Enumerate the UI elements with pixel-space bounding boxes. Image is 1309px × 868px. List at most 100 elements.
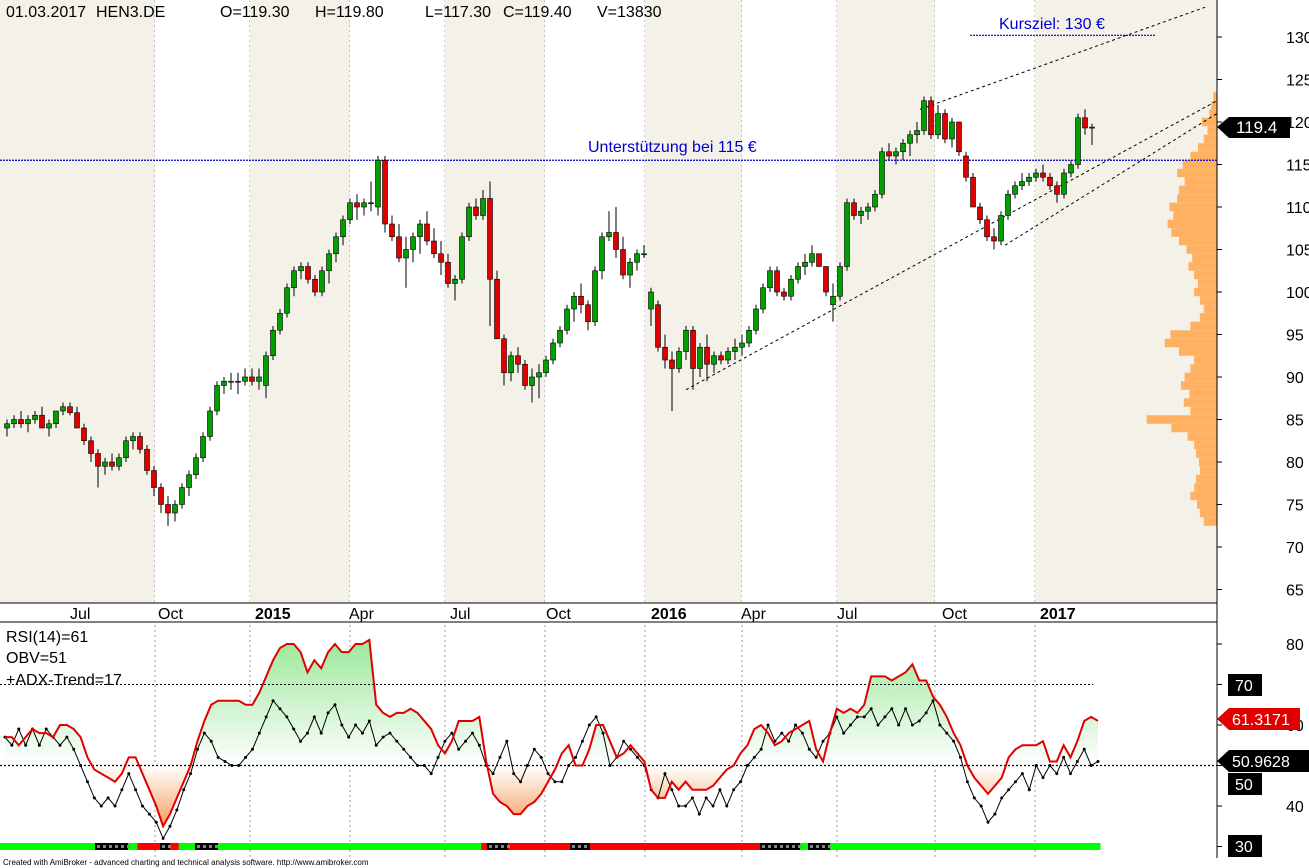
trend-segment: [605, 843, 613, 850]
obv-point: [477, 743, 481, 747]
trend-segment: [364, 843, 372, 850]
candle: [760, 283, 766, 314]
candle-body: [823, 266, 829, 293]
obv-point: [409, 755, 413, 759]
candle: [319, 266, 325, 297]
trend-segment: [61, 843, 70, 850]
indicator-tick-label: 80: [1286, 637, 1304, 654]
candle-body: [921, 100, 927, 131]
candle-body: [802, 261, 808, 267]
candle: [53, 410, 59, 428]
candle: [354, 194, 360, 220]
last-price-badge: 119.4: [1217, 117, 1290, 138]
obv-point: [560, 780, 564, 784]
obv-point: [244, 755, 248, 759]
candle-body: [900, 142, 906, 153]
candle-body: [564, 308, 570, 331]
trend-dot: [489, 845, 492, 848]
candle: [249, 368, 255, 386]
axis-strip: [0, 603, 1217, 622]
candle: [676, 347, 682, 373]
obv-point: [567, 764, 571, 767]
obv-point: [532, 747, 536, 751]
price-tick-label: 110: [1286, 200, 1309, 217]
volume-bar: [1190, 364, 1217, 373]
candle-body: [193, 457, 199, 476]
trend-segment: [611, 843, 620, 850]
trend-segment: [398, 843, 407, 850]
candle-body: [179, 487, 185, 505]
trend-segment: [481, 843, 489, 850]
candle-body: [186, 474, 192, 488]
candle: [1019, 173, 1025, 190]
trend-segment: [708, 843, 716, 850]
trend-segment: [721, 843, 730, 850]
candle: [263, 351, 269, 399]
trend-segment: [1031, 843, 1039, 850]
candle: [1005, 190, 1011, 220]
band: [837, 0, 935, 603]
candle-body: [123, 440, 129, 459]
trend-segment: [268, 843, 276, 850]
candle: [200, 432, 206, 462]
volume-bar: [1190, 151, 1217, 161]
candle-body: [655, 304, 661, 348]
trend-segment: [412, 843, 420, 850]
candle-body: [263, 355, 269, 386]
time-tick-label: 2017: [1040, 606, 1076, 623]
candle: [851, 198, 857, 220]
trend-segment: [866, 843, 874, 850]
obv-point: [835, 715, 839, 719]
volume-bar: [1189, 389, 1217, 399]
channel-upper: [919, 6, 1206, 110]
candle: [172, 500, 178, 522]
candle-body: [116, 457, 122, 467]
candle: [1075, 113, 1081, 169]
svg-text:61.3171: 61.3171: [1232, 712, 1290, 729]
volume-bar: [1199, 313, 1217, 322]
obv-point: [512, 772, 516, 776]
candle-body: [32, 414, 38, 420]
trend-segment: [522, 843, 530, 850]
obv-point: [113, 804, 117, 808]
candle-body: [221, 380, 227, 386]
candle-body: [410, 236, 416, 250]
volume-bar: [1190, 406, 1217, 416]
candle-body: [830, 295, 836, 306]
volume-bar: [1194, 483, 1217, 492]
trend-segment: [419, 843, 427, 850]
candle-body: [81, 427, 87, 442]
candle: [193, 453, 199, 479]
candle: [39, 406, 45, 429]
obv-point: [855, 715, 859, 719]
candle-body: [88, 440, 94, 454]
band: [155, 0, 250, 603]
volume-bar: [1177, 194, 1217, 203]
time-tick-label: Jul: [837, 606, 857, 623]
candle-body: [207, 410, 213, 437]
volume-bar: [1194, 270, 1217, 280]
time-tick-label: Oct: [158, 606, 183, 623]
trend-segment: [371, 843, 379, 850]
trend-segment: [673, 843, 682, 850]
candle: [830, 283, 836, 322]
trend-segment: [715, 843, 723, 850]
trend-dot: [162, 845, 165, 848]
candle-body: [935, 113, 941, 136]
candle-body: [102, 461, 108, 467]
obv-point: [897, 723, 901, 727]
price-tick-label: 85: [1286, 413, 1304, 430]
candle-body: [1061, 172, 1067, 195]
candle: [935, 105, 941, 139]
candle: [515, 347, 521, 373]
volume-bar: [1169, 202, 1217, 212]
obv-point: [140, 804, 144, 808]
obv-point: [752, 755, 756, 759]
candle-body: [599, 236, 605, 272]
volume-bar: [1171, 423, 1217, 433]
candle: [389, 215, 395, 241]
candle-body: [396, 236, 402, 259]
obv-point: [305, 731, 309, 735]
candle: [690, 326, 696, 390]
